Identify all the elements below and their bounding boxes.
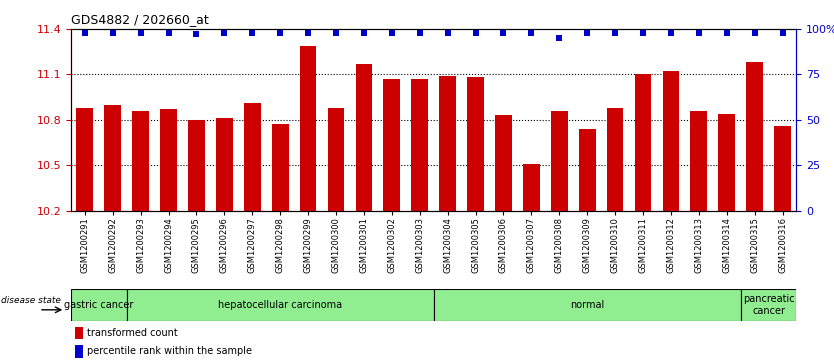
Text: GDS4882 / 202660_at: GDS4882 / 202660_at: [71, 13, 208, 26]
Bar: [127, 289, 434, 321]
Bar: [71, 289, 127, 321]
Bar: [467, 77, 484, 211]
Bar: [74, 327, 83, 339]
Bar: [606, 108, 624, 211]
Text: disease state: disease state: [2, 295, 61, 305]
Bar: [384, 79, 400, 211]
Bar: [355, 64, 372, 211]
Text: percentile rank within the sample: percentile rank within the sample: [87, 346, 252, 356]
Bar: [635, 74, 651, 211]
Bar: [662, 72, 679, 211]
Bar: [774, 126, 791, 211]
Bar: [160, 109, 177, 211]
Bar: [272, 124, 289, 211]
Bar: [495, 115, 512, 211]
Bar: [718, 114, 735, 211]
Bar: [133, 111, 149, 211]
Text: gastric cancer: gastric cancer: [64, 300, 133, 310]
Bar: [77, 108, 93, 211]
Bar: [523, 164, 540, 211]
Bar: [216, 118, 233, 211]
Bar: [434, 289, 741, 321]
Bar: [691, 111, 707, 211]
Text: pancreatic
cancer: pancreatic cancer: [743, 294, 794, 316]
Text: normal: normal: [570, 300, 605, 310]
Bar: [328, 108, 344, 211]
Bar: [746, 62, 763, 211]
Bar: [104, 105, 121, 211]
Bar: [579, 129, 595, 211]
Bar: [741, 289, 796, 321]
Bar: [411, 79, 428, 211]
Bar: [188, 120, 205, 211]
Bar: [551, 111, 568, 211]
Text: hepatocellular carcinoma: hepatocellular carcinoma: [219, 300, 342, 310]
Bar: [440, 76, 456, 211]
Bar: [244, 103, 261, 211]
Text: transformed count: transformed count: [87, 328, 178, 338]
Bar: [299, 46, 316, 211]
Bar: [74, 345, 83, 358]
